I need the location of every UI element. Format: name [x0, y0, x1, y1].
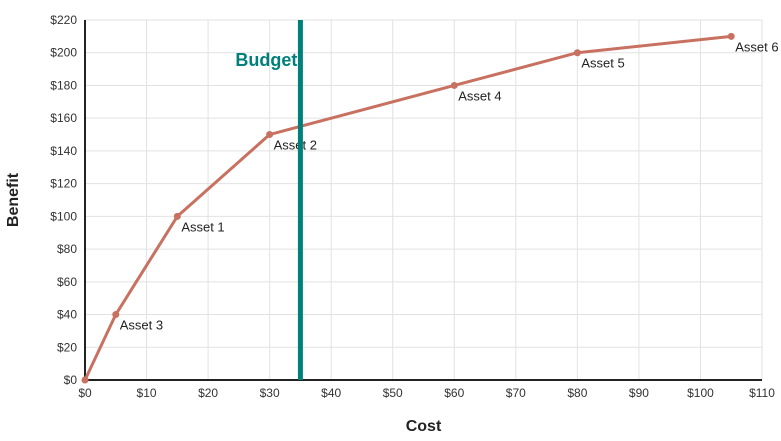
y-tick-label: $180	[50, 78, 77, 92]
y-tick-label: $120	[50, 177, 77, 191]
data-point-label: Asset 6	[735, 39, 778, 54]
y-tick-labels: $0 $20 $40 $60 $80 $100 $120 $140 $160 $180 $200 $2…	[50, 13, 77, 387]
y-tick-label: $20	[57, 340, 77, 354]
y-axis-title: Benefit	[5, 172, 22, 227]
y-tick-label: $200	[50, 46, 77, 60]
x-tick-label: $60	[444, 386, 464, 400]
y-tick-label: $40	[57, 308, 77, 322]
x-tick-label: $70	[506, 386, 526, 400]
x-tick-label: $90	[629, 386, 649, 400]
budget-label: Budget	[235, 50, 297, 70]
data-point	[450, 81, 458, 89]
data-point-label: Asset 1	[181, 219, 224, 234]
data-point	[266, 131, 274, 139]
y-tick-label: $160	[50, 111, 77, 125]
data-point	[173, 212, 181, 220]
y-tick-label: $80	[57, 242, 77, 256]
x-tick-label: $80	[567, 386, 587, 400]
y-tick-label: $0	[64, 373, 78, 387]
axes	[84, 20, 762, 381]
data-point	[81, 376, 89, 384]
budget-marker: Budget	[235, 20, 303, 380]
series-line	[83, 34, 732, 381]
x-tick-label: $30	[260, 386, 280, 400]
x-tick-label: $110	[749, 386, 775, 400]
x-axis-title: Cost	[406, 418, 442, 435]
x-tick-label: $10	[137, 386, 157, 400]
data-point-label: Asset 3	[120, 318, 163, 333]
x-tick-label: $50	[383, 386, 403, 400]
data-point	[112, 311, 120, 319]
y-tick-label: $140	[50, 144, 77, 158]
x-tick-label: $0	[78, 386, 92, 400]
data-point	[573, 49, 581, 57]
y-tick-label: $100	[50, 209, 77, 223]
data-point	[727, 32, 735, 40]
x-tick-label: $100	[687, 386, 714, 400]
data-point-label: Asset 5	[581, 56, 624, 71]
y-tick-label: $60	[57, 275, 77, 289]
x-tick-label: $20	[198, 386, 218, 400]
grid-lines	[84, 19, 763, 381]
data-point-label: Asset 2	[274, 138, 317, 153]
data-point-label: Asset 4	[458, 88, 501, 103]
benefit-series: Asset 3 Asset 1 Asset 2 Asset 4 Asset 5 Asset…	[81, 32, 779, 384]
y-tick-label: $220	[50, 13, 77, 27]
x-tick-labels: $0 $10 $20 $30 $40 $50 $60 $70 $80 $90 $100 $110	[78, 386, 775, 400]
x-tick-label: $40	[321, 386, 341, 400]
